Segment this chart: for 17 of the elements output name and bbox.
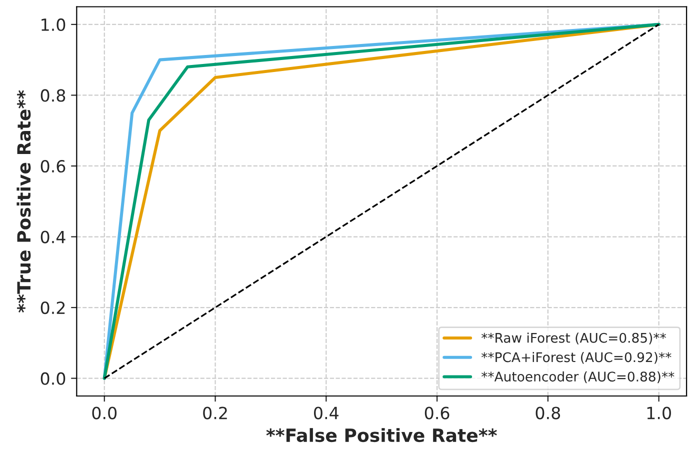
legend-label: **Autoencoder (AUC=0.88)** [481, 371, 674, 384]
y-tick-label: 0.6 [40, 160, 66, 173]
legend-label: **PCA+iForest (AUC=0.92)** [481, 352, 672, 364]
x-tick-label: 0.6 [424, 406, 450, 420]
x-tick-label: 0.8 [536, 406, 560, 420]
x-axis-title: **False Positive Rate** [266, 428, 497, 442]
y-axis-title: **True Positive Rate** [16, 90, 31, 313]
y-tick-label: 0.2 [40, 301, 65, 314]
y-tick-label: 1.0 [42, 18, 66, 32]
legend-label: **Raw iForest (AUC=0.85)** [481, 332, 666, 344]
x-tick-label: 0.0 [92, 406, 117, 420]
x-tick-label: 0.4 [314, 406, 338, 420]
x-tick-label: 0.2 [203, 406, 227, 420]
y-tick-label: 0.8 [40, 89, 66, 102]
y-tick-label: 0.0 [40, 372, 66, 385]
x-tick-label: 1.0 [647, 406, 671, 420]
y-tick-label: 0.4 [40, 230, 66, 244]
